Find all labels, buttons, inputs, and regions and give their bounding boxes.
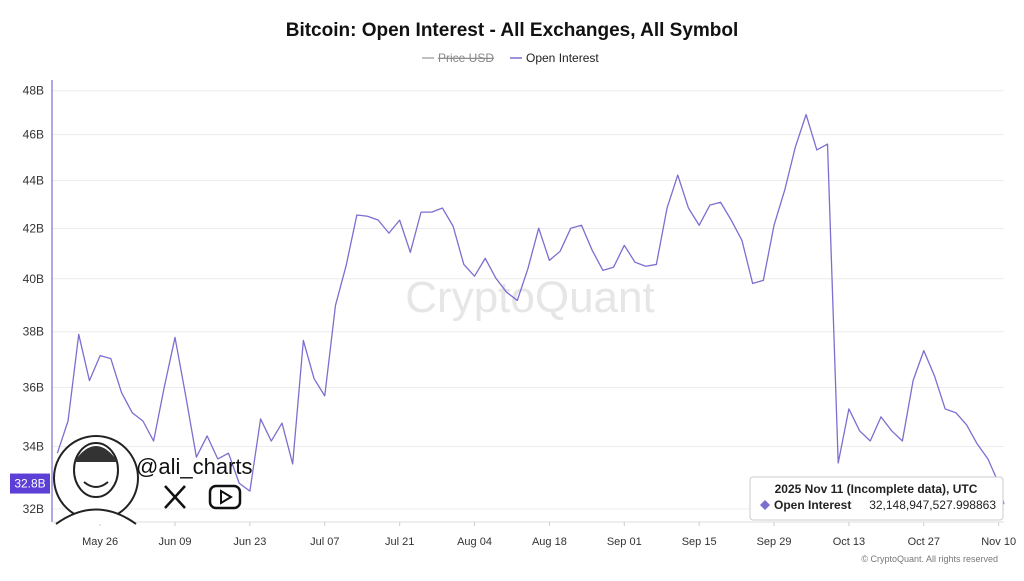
tooltip-marker	[760, 500, 770, 510]
avatar-smile	[83, 481, 109, 488]
x-tick-label: Oct 27	[908, 536, 940, 548]
x-tick-label: Oct 13	[833, 536, 865, 548]
chart-title: Bitcoin: Open Interest - All Exchanges, …	[286, 20, 739, 41]
legend-label[interactable]: Open Interest	[526, 51, 599, 65]
overlay-avatar: @ali_charts	[53, 435, 253, 525]
y-tick-label: 42B	[23, 221, 44, 235]
tooltip-series: Open Interest	[774, 498, 851, 512]
avatar-hair	[74, 446, 118, 462]
y-tick-label: 46B	[23, 128, 44, 142]
x-tick-label: Nov 10	[981, 536, 1016, 548]
x-tick-label: Sep 15	[682, 536, 717, 548]
x-tick-label: Jul 07	[310, 536, 339, 548]
x-tick-label: Sep 29	[757, 536, 792, 548]
x-tick-label: Sep 01	[607, 536, 642, 548]
data-line	[56, 113, 1005, 505]
y-tick-label: 32B	[23, 502, 44, 516]
youtube-icon	[208, 484, 242, 510]
tooltip-title: 2025 Nov 11 (Incomplete data), UTC	[775, 482, 978, 496]
x-icon	[164, 485, 186, 509]
overlay-handle: @ali_charts	[136, 454, 253, 479]
legend: Price USD Open Interest	[422, 51, 599, 65]
x-tick-label: Aug 04	[457, 536, 492, 548]
x-tick-label: Aug 18	[532, 536, 567, 548]
x-tick-label: Jul 21	[385, 536, 414, 548]
y-tick-label: 44B	[23, 173, 44, 187]
y-tick-label: 34B	[23, 439, 44, 453]
current-value-label: 32.8B	[14, 477, 45, 491]
credit: © CryptoQuant. All rights reserved	[861, 554, 998, 564]
tooltip-value: 32,148,947,527.998863	[869, 498, 996, 512]
watermark: CryptoQuant	[405, 273, 654, 322]
plot-area: 32B 34B 36B 38B 40B 42B 44B 46B 48B May 26 Jun 09 J…	[10, 80, 1016, 548]
avatar-shoulders	[55, 508, 137, 525]
current-value-badge	[10, 473, 50, 494]
y-tick-label: 36B	[23, 381, 44, 395]
y-tick-label: 48B	[23, 84, 44, 98]
x-tick-label: May 26	[82, 536, 118, 548]
legend-label[interactable]: Price USD	[438, 51, 494, 65]
x-tick-label: Jun 09	[158, 536, 191, 548]
tooltip: 2025 Nov 11 (Incomplete data), UTC Open …	[749, 476, 1004, 521]
y-tick-label: 38B	[23, 325, 44, 339]
y-tick-label: 40B	[23, 272, 44, 286]
tooltip-box	[749, 476, 1004, 521]
x-tick-label: Jun 23	[233, 536, 266, 548]
youtube-play	[220, 489, 233, 505]
